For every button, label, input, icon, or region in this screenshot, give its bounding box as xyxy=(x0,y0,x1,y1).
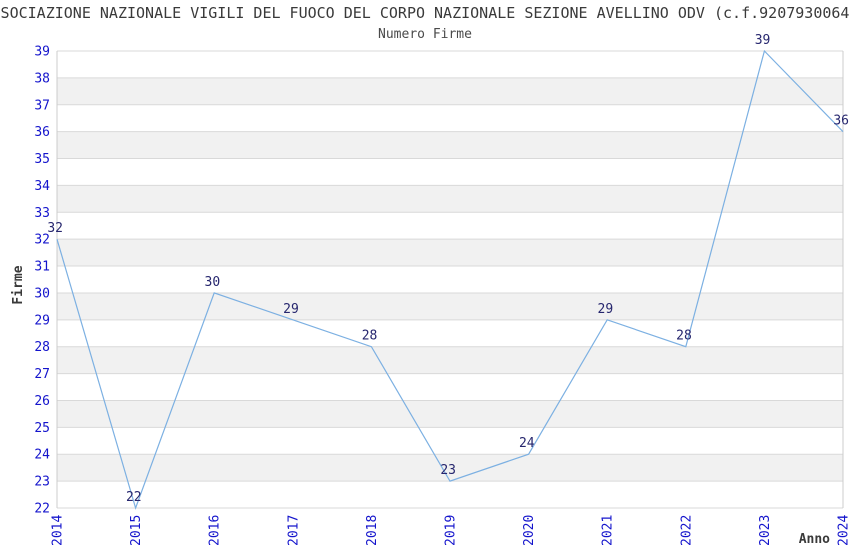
y-tick-label: 35 xyxy=(34,152,50,167)
y-tick-label: 33 xyxy=(34,206,50,221)
y-tick-label: 32 xyxy=(34,233,50,248)
data-point-label: 23 xyxy=(440,463,456,478)
data-point-label: 22 xyxy=(126,490,142,505)
chart-title: ASSOCIAZIONE NAZIONALE VIGILI DEL FUOCO … xyxy=(0,4,850,22)
data-point-label: 30 xyxy=(205,275,221,290)
plot-band xyxy=(57,400,843,428)
y-tick-label: 25 xyxy=(34,421,50,436)
y-tick-label: 38 xyxy=(34,71,50,86)
plot-band xyxy=(57,454,843,482)
x-tick-label: 2021 xyxy=(601,515,616,546)
chart-subtitle: Numero Firme xyxy=(378,27,472,42)
y-tick-label: 31 xyxy=(34,260,50,275)
data-point-label: 24 xyxy=(519,436,535,451)
data-point-label: 29 xyxy=(283,302,299,317)
x-tick-label: 2018 xyxy=(365,515,380,546)
plot-band xyxy=(57,239,843,267)
x-axis-label: Anno xyxy=(799,532,830,547)
y-tick-label: 27 xyxy=(34,367,50,382)
data-line xyxy=(56,49,844,510)
y-tick-label: 34 xyxy=(34,179,50,194)
x-tick-label: 2017 xyxy=(286,515,301,546)
x-tick-label: 2019 xyxy=(444,515,459,546)
y-tick-label: 23 xyxy=(34,475,50,490)
data-point-label: 32 xyxy=(47,221,63,236)
y-tick-label: 26 xyxy=(34,394,50,409)
data-point-label: 29 xyxy=(598,302,614,317)
y-tick-label: 37 xyxy=(34,98,50,113)
y-tick-label: 29 xyxy=(34,313,50,328)
y-tick-label: 36 xyxy=(34,125,50,140)
x-tick-label: 2015 xyxy=(129,515,144,546)
plot-band xyxy=(57,131,843,159)
data-point-label: 39 xyxy=(755,33,771,48)
x-tick-label: 2014 xyxy=(51,515,66,546)
x-tick-label: 2024 xyxy=(837,515,850,546)
x-tick-label: 2020 xyxy=(522,515,537,546)
x-tick-label: 2022 xyxy=(679,515,694,546)
y-tick-label: 30 xyxy=(34,286,50,301)
y-tick-label: 28 xyxy=(34,340,50,355)
data-point-label: 28 xyxy=(676,329,692,344)
plot-band xyxy=(57,346,843,374)
plot-band xyxy=(57,185,843,213)
y-tick-label: 22 xyxy=(34,502,50,517)
x-tick-label: 2016 xyxy=(208,515,223,546)
plot-band xyxy=(57,77,843,105)
plot-band xyxy=(57,292,843,320)
data-point-label: 28 xyxy=(362,329,378,344)
x-tick-label: 2023 xyxy=(758,515,773,546)
data-point-label: 36 xyxy=(833,114,849,129)
y-tick-label: 39 xyxy=(34,45,50,60)
y-tick-label: 24 xyxy=(34,448,50,463)
y-axis-label: Firme xyxy=(11,265,26,304)
